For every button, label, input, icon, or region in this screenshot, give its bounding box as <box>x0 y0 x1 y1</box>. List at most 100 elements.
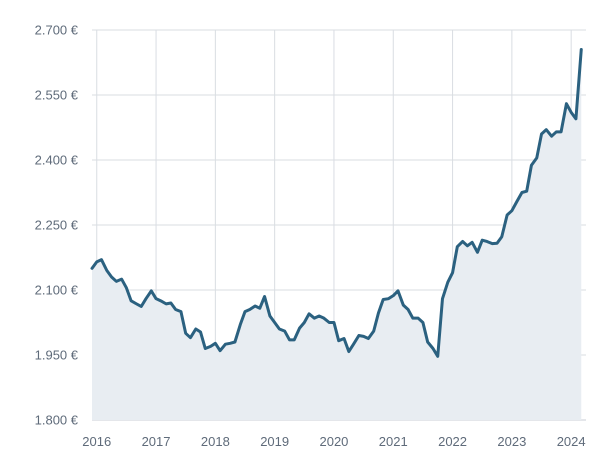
data-point <box>91 267 94 270</box>
data-point <box>580 48 583 51</box>
y-tick-label: 1.950 € <box>35 348 79 363</box>
data-point <box>229 342 232 345</box>
data-point <box>125 286 128 289</box>
data-point <box>234 341 237 344</box>
x-tick-label: 2016 <box>82 434 111 449</box>
x-tick-label: 2018 <box>201 434 230 449</box>
y-tick-label: 2.400 € <box>35 153 79 168</box>
data-point <box>337 339 340 342</box>
data-point <box>347 350 350 353</box>
data-point <box>283 330 286 333</box>
data-point <box>293 338 296 341</box>
data-point <box>308 312 311 315</box>
data-point <box>239 323 242 326</box>
data-point <box>372 330 375 333</box>
data-point <box>95 260 98 263</box>
data-point <box>318 315 321 318</box>
data-point <box>377 312 380 315</box>
data-point <box>155 297 158 300</box>
x-tick-label: 2020 <box>319 434 348 449</box>
data-point <box>530 164 533 167</box>
data-point <box>575 117 578 120</box>
data-point <box>407 308 410 311</box>
data-point <box>278 328 281 331</box>
data-point <box>328 321 331 324</box>
data-point <box>273 321 276 324</box>
data-point <box>174 308 177 311</box>
data-point <box>204 347 207 350</box>
data-point <box>417 317 420 320</box>
data-point <box>115 280 118 283</box>
series-line-layer <box>90 48 583 358</box>
data-point <box>357 334 360 337</box>
y-tick-label: 1.800 € <box>35 413 79 428</box>
data-point <box>100 258 103 261</box>
data-point <box>199 331 202 334</box>
data-point <box>214 342 217 345</box>
data-point <box>411 317 414 320</box>
data-point <box>515 201 518 204</box>
data-point <box>570 111 573 114</box>
data-point <box>491 242 494 245</box>
data-point <box>110 276 113 279</box>
data-point <box>446 281 449 284</box>
data-point <box>288 338 291 341</box>
data-point <box>145 297 148 300</box>
data-point <box>560 130 563 133</box>
data-point <box>555 130 558 133</box>
data-point <box>298 327 301 330</box>
data-point <box>130 299 133 302</box>
x-tick-label: 2022 <box>438 434 467 449</box>
data-point <box>303 321 306 324</box>
data-point <box>135 302 138 305</box>
data-point <box>258 307 261 310</box>
data-point <box>486 240 489 243</box>
data-point <box>471 241 474 244</box>
data-point <box>352 343 355 346</box>
data-point <box>244 310 247 313</box>
data-point <box>313 317 316 320</box>
data-point <box>343 337 346 340</box>
data-point <box>466 244 469 247</box>
data-point <box>540 133 543 136</box>
data-point <box>422 321 425 324</box>
data-point <box>120 278 123 281</box>
data-point <box>432 347 435 350</box>
data-point <box>263 295 266 298</box>
series-area <box>92 49 582 420</box>
data-point <box>402 304 405 307</box>
x-tick-label: 2021 <box>379 434 408 449</box>
data-point <box>392 294 395 297</box>
data-point <box>535 156 538 159</box>
data-point <box>367 337 370 340</box>
data-point <box>456 245 459 248</box>
data-point <box>209 345 212 348</box>
y-tick-label: 2.700 € <box>35 23 79 38</box>
data-point <box>184 332 187 335</box>
axes: 1.800 € 1.950 € 2.100 € 2.250 € 2.400 € 2.550… <box>35 23 586 450</box>
x-tick-label: 2017 <box>142 434 171 449</box>
data-point <box>105 269 108 272</box>
data-point <box>481 239 484 242</box>
data-point <box>387 297 390 300</box>
x-tick-label: 2024 <box>557 434 586 449</box>
data-point <box>159 299 162 302</box>
data-point <box>269 315 272 318</box>
data-point <box>322 317 325 320</box>
data-point <box>506 214 509 217</box>
data-point <box>436 355 439 358</box>
data-point <box>521 191 524 194</box>
data-point <box>224 343 227 346</box>
data-point <box>333 321 336 324</box>
data-point <box>426 341 429 344</box>
series-area-layer <box>92 49 582 420</box>
y-tick-label: 2.100 € <box>35 283 79 298</box>
data-point <box>496 242 499 245</box>
data-point <box>254 305 257 308</box>
data-point <box>550 135 553 138</box>
data-point <box>500 235 503 238</box>
y-tick-label: 2.250 € <box>35 218 79 233</box>
data-point <box>476 251 479 254</box>
